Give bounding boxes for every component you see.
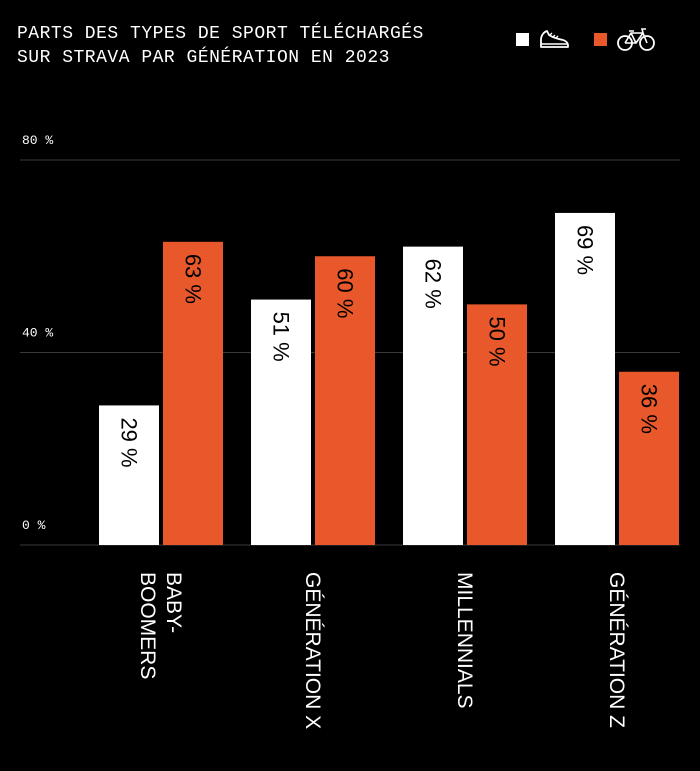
- x-tick-label-line: MILLENNIALS: [453, 572, 476, 709]
- chart-title-line-1: PARTS DES TYPES DE SPORT TÉLÉCHARGÉS: [17, 24, 424, 44]
- x-tick-label: GÉNÉRATION X: [301, 572, 324, 729]
- x-tick-label-line: GÉNÉRATION X: [301, 572, 324, 729]
- bicycle-icon: [617, 28, 655, 51]
- y-tick-label: 40 %: [22, 326, 53, 341]
- bar: [251, 299, 311, 545]
- x-tick-label-line: BOOMERS: [136, 572, 159, 679]
- running-shoe-icon: [540, 30, 569, 48]
- x-tick-label: MILLENNIALS: [453, 572, 476, 709]
- x-tick-label-line: BABY-: [162, 572, 185, 633]
- x-tick-label-line: GÉNÉRATION Z: [605, 572, 628, 728]
- bar-data-label: 29 %: [117, 417, 142, 467]
- bar: [619, 371, 679, 545]
- bar-data-label: 50 %: [485, 316, 510, 366]
- bar: [555, 212, 615, 545]
- y-tick-label: 80 %: [22, 133, 53, 148]
- bar-data-label: 63 %: [181, 254, 206, 304]
- bar: [315, 256, 375, 545]
- bar-data-label: 62 %: [421, 259, 446, 309]
- bar-data-label: 51 %: [269, 312, 294, 362]
- chart-title: PARTS DES TYPES DE SPORT TÉLÉCHARGÉS SUR…: [17, 22, 497, 70]
- bar-data-label: 36 %: [637, 384, 662, 434]
- bar: [467, 304, 527, 545]
- y-tick-label: 0 %: [22, 518, 46, 533]
- legend-swatch-bike: [594, 33, 607, 46]
- x-tick-label: GÉNÉRATION Z: [605, 572, 628, 728]
- x-tick-label: BABY-BOOMERS: [136, 572, 185, 679]
- bar: [163, 241, 223, 545]
- chart-title-line-2: SUR STRAVA PAR GÉNÉRATION EN 2023: [17, 48, 390, 68]
- bar: [99, 405, 159, 545]
- legend-swatch-run: [516, 33, 529, 46]
- bar-data-label: 69 %: [573, 225, 598, 275]
- bar: [403, 246, 463, 545]
- bar-data-label: 60 %: [333, 268, 358, 318]
